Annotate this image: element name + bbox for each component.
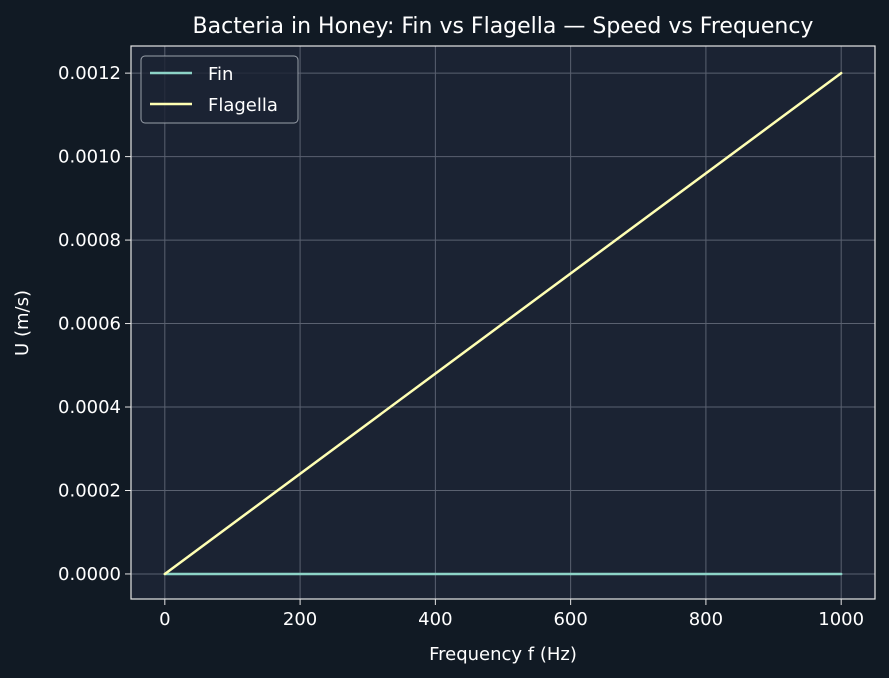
axes-frame [130,45,876,600]
legend-label-flagella: Flagella [208,95,278,116]
y-tick-label: 0.0012 [58,63,121,84]
series-group [163,71,843,576]
y-tick-label: 0.0002 [58,480,121,501]
x-tick-label: 200 [283,609,317,630]
y-tick-label: 0.0008 [58,230,121,251]
y-tick-label: 0.0010 [58,147,121,168]
chart-title: Bacteria in Honey: Fin vs Flagella — Spe… [193,14,814,39]
x-axis-ticks: 0 200 400 600 800 1000 [159,599,864,630]
x-axis-label: Frequency f (Hz) [429,644,577,665]
y-axis-label: U (m/s) [12,290,33,356]
x-tick-label: 800 [689,609,723,630]
legend-label-fin: Fin [208,64,233,85]
x-tick-label: 600 [553,609,587,630]
x-tick-label: 0 [159,609,170,630]
y-axis-ticks: 0.0000 0.0002 0.0004 0.0006 0.0008 0.0010 0.00… [58,63,131,585]
legend: Fin Flagella [140,55,299,124]
series-line-flagella [163,71,843,576]
y-tick-label: 0.0000 [58,564,121,585]
y-tick-label: 0.0004 [58,397,121,418]
y-tick-label: 0.0006 [58,314,121,335]
x-tick-label: 1000 [818,609,864,630]
x-tick-label: 400 [418,609,452,630]
